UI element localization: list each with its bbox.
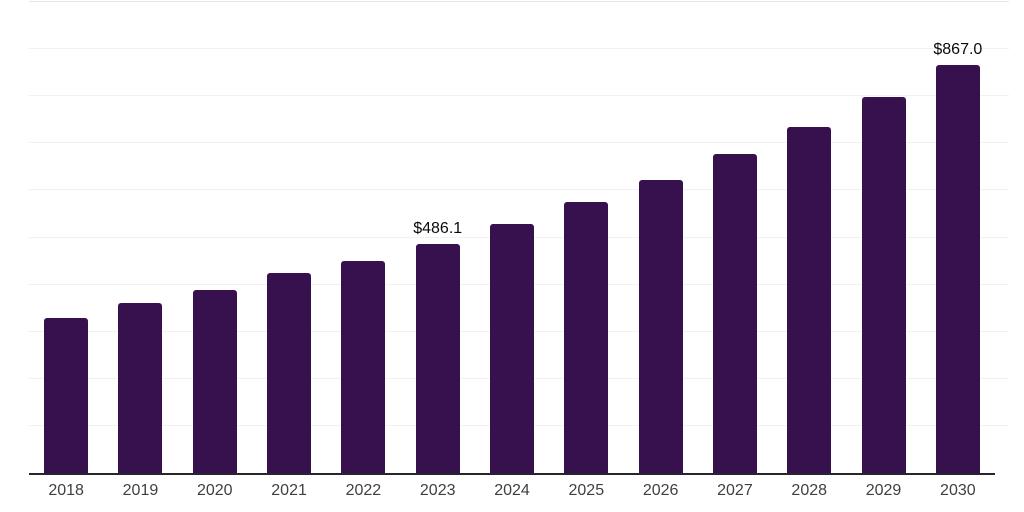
x-axis-label-2029: 2029 — [865, 482, 902, 499]
x-axis-label-2025: 2025 — [568, 482, 605, 499]
plot-area: $486.1 $867.0 — [29, 1, 1009, 475]
bar-2027 — [712, 153, 757, 473]
x-axis-label-2020: 2020 — [196, 482, 233, 499]
x-axis-label-2019: 2019 — [122, 482, 159, 499]
bar-2023 — [415, 244, 460, 473]
x-axis-label-2018: 2018 — [48, 482, 84, 499]
bar-2020 — [192, 290, 237, 473]
bar-2028 — [787, 126, 832, 473]
bar-value-label-2030: $867.0 — [933, 40, 983, 58]
x-axis-label-2028: 2028 — [791, 482, 828, 499]
x-axis-label-2024: 2024 — [494, 482, 530, 499]
x-axis-label-2022: 2022 — [345, 482, 382, 499]
gridline — [29, 189, 1009, 191]
x-axis-line — [29, 473, 995, 475]
bar-2021 — [267, 273, 312, 473]
gridline — [29, 142, 1009, 144]
bar-2030 — [935, 64, 980, 473]
gridline — [29, 48, 1009, 50]
x-axis-label-2027: 2027 — [717, 482, 753, 499]
bar-2026 — [638, 180, 683, 473]
gridline — [29, 1, 1009, 2]
x-axis-label-2030: 2030 — [940, 482, 976, 499]
x-axis: 2018 2019 2020 2021 2022 2023 2024 2025 2026 2027… — [29, 482, 995, 504]
bar-2025 — [564, 201, 609, 473]
bar-2024 — [490, 223, 534, 473]
gridline — [29, 95, 1009, 97]
x-axis-label-2026: 2026 — [642, 482, 679, 499]
bar-2022 — [341, 261, 386, 473]
bar-2019 — [118, 302, 163, 473]
x-axis-label-2021: 2021 — [271, 482, 307, 499]
x-axis-label-2023: 2023 — [419, 482, 456, 499]
bar-2018 — [44, 317, 89, 473]
bar-2029 — [861, 97, 906, 473]
bar-value-label-2023: $486.1 — [413, 220, 463, 238]
